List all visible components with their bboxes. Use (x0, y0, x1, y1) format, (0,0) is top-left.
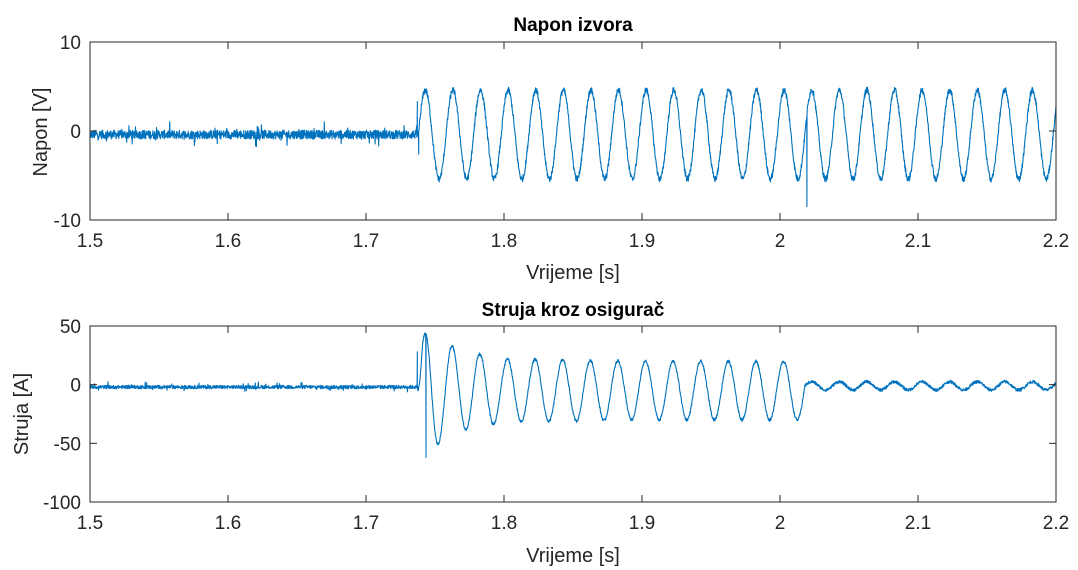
current-xtick-label: 2.1 (905, 513, 931, 534)
voltage-xtick-label: 1.6 (215, 231, 241, 252)
voltage-xtick-label: 1.5 (77, 231, 103, 252)
current-chart: Struja kroz osigurač Struja [A] Vrijeme … (11, 300, 1069, 567)
voltage-series-line (90, 86, 1056, 208)
voltage-chart-ylabel: Napon [V] (30, 88, 52, 177)
voltage-xtick-label: 1.9 (629, 231, 655, 252)
current-chart-title: Struja kroz osigurač (482, 300, 665, 321)
current-ytick-label: -50 (54, 434, 81, 455)
voltage-xtick-label: 2 (775, 231, 786, 252)
current-chart-xlabel: Vrijeme [s] (526, 545, 620, 567)
voltage-xtick-label: 1.8 (491, 231, 517, 252)
voltage-ytick-label: 0 (70, 122, 81, 143)
current-xtick-label: 1.9 (629, 513, 655, 534)
voltage-ytick-label: 10 (60, 33, 81, 54)
current-xtick-label: 1.5 (77, 513, 103, 534)
current-ytick-label: 50 (60, 317, 81, 338)
voltage-ytick-label: -10 (54, 211, 81, 232)
current-series-line (90, 332, 1056, 458)
current-chart-ylabel: Struja [A] (11, 373, 33, 455)
voltage-xtick-label: 2.2 (1043, 231, 1069, 252)
current-xtick-label: 1.7 (353, 513, 379, 534)
current-xtick-label: 2 (775, 513, 786, 534)
current-axes-box (89, 325, 1057, 503)
voltage-chart-title: Napon izvora (513, 15, 633, 36)
voltage-xtick-label: 2.1 (905, 231, 931, 252)
current-xtick-label: 1.8 (491, 513, 517, 534)
current-xtick-label: 1.6 (215, 513, 241, 534)
current-ytick-label: 0 (70, 376, 81, 397)
current-ytick-label: -100 (43, 493, 81, 514)
voltage-chart-xlabel: Vrijeme [s] (526, 262, 620, 284)
voltage-xtick-label: 1.7 (353, 231, 379, 252)
voltage-chart: Napon izvora Napon [V] Vrijeme [s] 1.5 1.… (30, 15, 1069, 284)
current-xtick-label: 2.2 (1043, 513, 1069, 534)
